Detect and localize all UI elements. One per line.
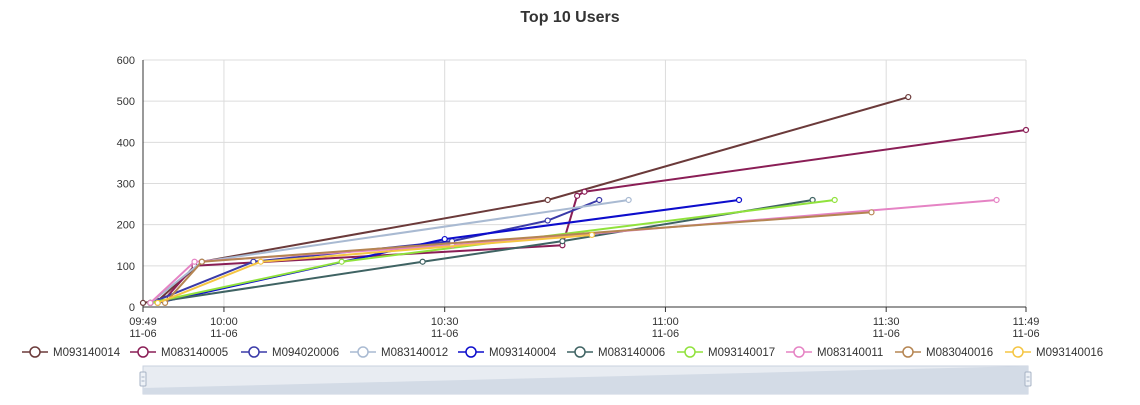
data-point[interactable]: [257, 258, 264, 265]
x-tick-label: 11:49: [1013, 316, 1040, 328]
data-point[interactable]: [868, 209, 875, 216]
legend-marker-icon: [902, 346, 914, 358]
data-point[interactable]: [581, 188, 588, 195]
axis-layer: 010020030040050060009:4911-0610:0011-061…: [117, 55, 1040, 340]
zoom-slider-left-handle[interactable]: [139, 371, 147, 387]
data-point[interactable]: [338, 258, 345, 265]
data-point[interactable]: [419, 258, 426, 265]
series-m083140005: [147, 126, 1030, 306]
legend-marker-icon: [465, 346, 477, 358]
data-point[interactable]: [735, 196, 743, 204]
x-tick-label: 11:30: [873, 316, 900, 328]
legend-label: M083140006: [598, 347, 665, 359]
x-tick-date-label: 11-06: [873, 328, 900, 340]
y-tick-label: 500: [117, 96, 135, 108]
y-tick-label: 600: [117, 55, 135, 67]
chart-title: Top 10 Users: [520, 9, 619, 26]
legend-label: M083140011: [817, 347, 883, 359]
legend-item-m093140017[interactable]: M093140017: [677, 346, 775, 359]
data-point[interactable]: [1022, 126, 1030, 134]
legend-label: M083040016: [926, 347, 993, 359]
data-point[interactable]: [993, 196, 1000, 204]
legend-item-m083140012[interactable]: M083140012: [350, 346, 448, 359]
data-point[interactable]: [905, 93, 912, 101]
series-layer: [139, 93, 1030, 306]
x-tick-label: 09:49: [129, 316, 157, 328]
legend-label: M093140004: [489, 347, 557, 359]
x-tick-date-label: 11-06: [431, 328, 458, 340]
zoom-slider-preview: [143, 366, 1028, 394]
data-point[interactable]: [147, 299, 154, 306]
legend-marker-icon: [29, 346, 41, 358]
series-line: [150, 129, 1027, 304]
x-tick-date-label: 11-06: [652, 328, 679, 340]
legend-marker-icon: [574, 346, 586, 358]
legend: M093140014 M083140005 M094020006 M083140012…: [22, 346, 1103, 359]
legend-marker-icon: [684, 346, 696, 358]
data-point[interactable]: [544, 196, 551, 204]
data-point[interactable]: [559, 238, 566, 245]
data-point[interactable]: [544, 217, 551, 224]
series-line: [142, 96, 909, 304]
series-m083040016: [161, 209, 875, 306]
series-m093140016: [154, 231, 595, 306]
legend-label: M083140012: [381, 347, 448, 359]
legend-item-m083140005[interactable]: M083140005: [130, 346, 228, 359]
y-tick-label: 0: [129, 302, 135, 314]
x-tick-date-label: 11-06: [129, 328, 156, 340]
legend-item-m083040016[interactable]: M083040016: [895, 346, 993, 359]
y-tick-label: 100: [117, 261, 135, 273]
data-point[interactable]: [625, 196, 632, 204]
legend-label: M093140017: [708, 347, 775, 359]
data-point[interactable]: [154, 299, 161, 306]
legend-item-m083140011[interactable]: M083140011: [786, 346, 883, 359]
series-m083140006: [147, 196, 816, 306]
x-tick-label: 10:00: [210, 316, 238, 328]
legend-item-m093140016[interactable]: M093140016: [1005, 346, 1103, 359]
y-tick-label: 400: [117, 137, 135, 149]
data-point[interactable]: [191, 258, 198, 265]
legend-item-m083140006[interactable]: M083140006: [567, 346, 665, 359]
y-tick-label: 200: [117, 220, 135, 232]
data-point[interactable]: [588, 231, 595, 239]
legend-marker-icon: [248, 346, 260, 358]
legend-label: M093140016: [1036, 347, 1103, 359]
legend-item-m094020006[interactable]: M094020006: [241, 346, 339, 359]
series-m093140014: [139, 93, 912, 306]
legend-label: M093140014: [53, 347, 121, 359]
data-point[interactable]: [574, 192, 581, 199]
zoom-slider[interactable]: [139, 365, 1032, 395]
data-point[interactable]: [139, 299, 147, 306]
x-tick-date-label: 11-06: [1012, 328, 1039, 340]
legend-label: M083140005: [161, 347, 228, 359]
x-tick-label: 10:30: [431, 316, 459, 328]
y-tick-label: 300: [117, 179, 135, 191]
data-point[interactable]: [198, 258, 205, 265]
legend-item-m093140014[interactable]: M093140014: [22, 346, 121, 359]
data-point[interactable]: [831, 196, 838, 204]
zoom-slider-right-handle[interactable]: [1024, 371, 1032, 387]
legend-marker-icon: [357, 346, 369, 358]
x-tick-label: 11:00: [652, 316, 679, 328]
legend-marker-icon: [137, 346, 149, 358]
grid-layer: [143, 59, 1027, 307]
data-point[interactable]: [596, 196, 603, 204]
legend-item-m093140004[interactable]: M093140004: [458, 346, 557, 359]
x-tick-date-label: 11-06: [210, 328, 237, 340]
legend-marker-icon: [793, 346, 805, 358]
data-point[interactable]: [441, 235, 448, 243]
series-line: [150, 199, 813, 304]
legend-marker-icon: [1012, 346, 1024, 358]
legend-label: M094020006: [272, 347, 339, 359]
